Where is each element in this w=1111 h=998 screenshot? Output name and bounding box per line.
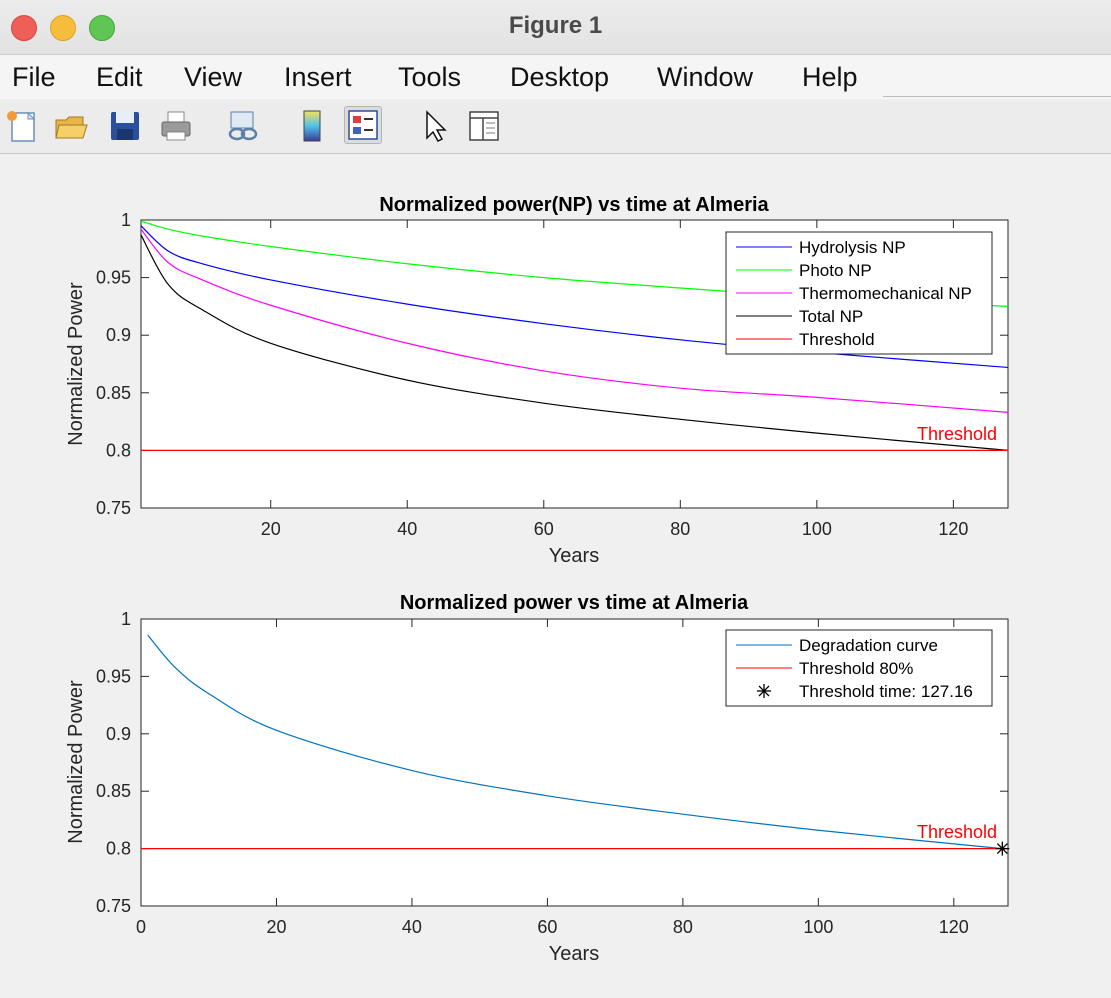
y-tick-label: 0.75	[96, 896, 131, 916]
legend-label-photo: Photo NP	[799, 261, 872, 280]
y-tick-label: 0.8	[106, 440, 131, 460]
menu-desktop[interactable]: Desktop	[510, 62, 610, 92]
y-tick-label: 1	[121, 609, 131, 629]
marker-threshold-time	[995, 841, 1010, 856]
x-tick-label: 120	[938, 519, 968, 539]
menu-insert[interactable]: Insert	[284, 62, 352, 92]
line-thermomechanical-np	[140, 228, 1009, 413]
x-tick-label: 60	[537, 917, 557, 937]
top-x-axis-label: Years	[549, 545, 599, 567]
legend-label-thermo: Thermomechanical NP	[799, 284, 972, 303]
menu-bar: File Edit View Insert Tools Desktop Wind…	[0, 55, 1111, 140]
menu-view[interactable]: View	[184, 62, 243, 92]
y-tick-label: 0.75	[96, 498, 131, 518]
y-tick-label: 0.95	[96, 666, 131, 686]
bottom-threshold-annotation: Threshold	[917, 822, 997, 842]
x-tick-label: 20	[261, 519, 281, 539]
line-degradation-curve	[147, 634, 1003, 850]
legend-label-total: Total NP	[799, 307, 863, 326]
colorbar-icon[interactable]	[294, 108, 330, 144]
close-window-button[interactable]	[11, 15, 37, 41]
x-tick-label: 80	[670, 519, 690, 539]
y-tick-label: 1	[121, 210, 131, 230]
legend-label-threshold-80: Threshold 80%	[799, 659, 913, 678]
x-tick-label: 20	[266, 917, 286, 937]
x-tick-label: 100	[803, 917, 833, 937]
figure-canvas: Normalized power(NP) vs time at Almeria …	[0, 154, 1111, 993]
bottom-axes[interactable]: Normalized power vs time at Almeria Year…	[65, 592, 1010, 965]
legend-label-threshold: Threshold	[799, 330, 875, 349]
x-tick-label: 40	[397, 519, 417, 539]
legend-label-degradation: Degradation curve	[799, 636, 938, 655]
y-tick-label: 0.9	[106, 325, 131, 345]
y-tick-label: 0.95	[96, 268, 131, 288]
top-legend[interactable]: Hydrolysis NP Photo NP Thermomechanical …	[725, 231, 993, 355]
menu-window[interactable]: Window	[657, 62, 754, 92]
menu-tools[interactable]: Tools	[398, 62, 462, 92]
x-tick-label: 120	[939, 917, 969, 937]
line-total-np	[140, 234, 1009, 451]
save-icon[interactable]	[107, 108, 143, 144]
top-threshold-annotation: Threshold	[917, 424, 997, 444]
maximize-window-button[interactable]	[89, 15, 115, 41]
minimize-window-button[interactable]	[50, 15, 76, 41]
legend-icon[interactable]	[344, 106, 382, 144]
bottom-y-axis-label: Normalized Power	[65, 680, 87, 844]
open-file-icon[interactable]	[53, 108, 89, 144]
new-figure-icon[interactable]	[4, 108, 40, 144]
y-tick-label: 0.9	[106, 724, 131, 744]
bottom-chart-title: Normalized power vs time at Almeria	[400, 592, 749, 614]
edit-plot-pointer-icon[interactable]	[417, 108, 453, 144]
menu-divider	[883, 96, 1111, 97]
x-tick-label: 100	[802, 519, 832, 539]
bottom-x-axis-label: Years	[549, 943, 599, 965]
x-tick-label: 60	[534, 519, 554, 539]
top-chart-title: Normalized power(NP) vs time at Almeria	[379, 194, 769, 216]
legend-swatch-threshold-time-asterisk	[757, 684, 771, 698]
print-icon[interactable]	[158, 108, 194, 144]
legend-label-threshold-time: Threshold time: 127.16	[799, 682, 973, 701]
window-titlebar: Figure 1	[0, 0, 1111, 55]
top-axes[interactable]: Normalized power(NP) vs time at Almeria …	[65, 194, 1009, 567]
link-plot-icon[interactable]	[225, 108, 261, 144]
figure-svg: Normalized power(NP) vs time at Almeria …	[65, 194, 1010, 965]
y-tick-label: 0.85	[96, 781, 131, 801]
x-tick-label: 40	[402, 917, 422, 937]
top-y-axis-label: Normalized Power	[65, 282, 87, 446]
window-title: Figure 1	[508, 12, 603, 39]
figure-toolbar	[0, 100, 1111, 154]
x-tick-label: 80	[673, 917, 693, 937]
menu-edit[interactable]: Edit	[96, 62, 143, 92]
x-tick-label: 0	[136, 917, 146, 937]
property-inspector-icon[interactable]	[466, 108, 502, 144]
legend-label-hydrolysis: Hydrolysis NP	[799, 238, 906, 257]
menu-file[interactable]: File	[12, 62, 56, 92]
y-tick-label: 0.85	[96, 383, 131, 403]
y-tick-label: 0.8	[106, 839, 131, 859]
bottom-legend[interactable]: Degradation curve Threshold 80% Threshol…	[725, 629, 993, 707]
menu-help[interactable]: Help	[802, 62, 858, 92]
